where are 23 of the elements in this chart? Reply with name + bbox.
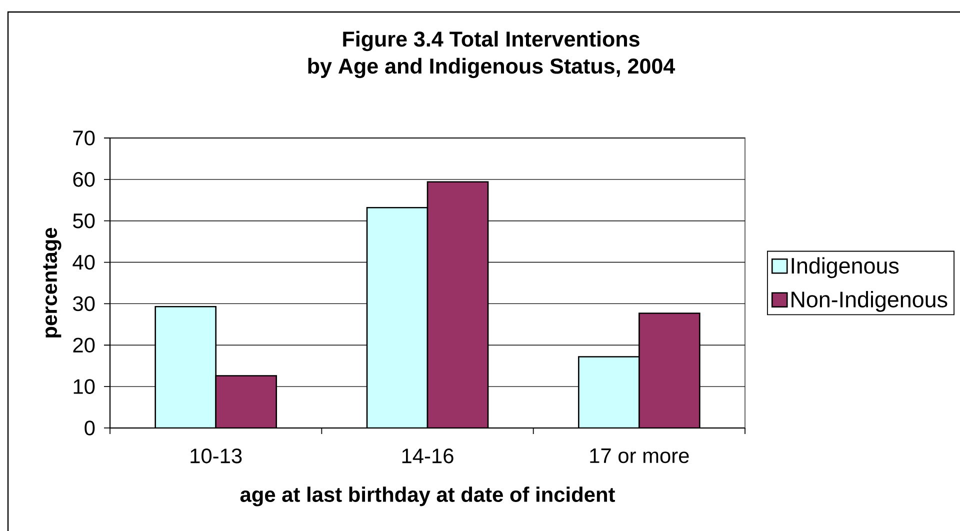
y-tick-label: 0 <box>84 420 95 436</box>
y-tick-label: 40 <box>72 254 95 270</box>
bar <box>638 312 700 428</box>
y-axis-title: percentage <box>43 228 62 338</box>
x-tick-label: 17 or more <box>590 448 689 464</box>
x-tick-label: 10-13 <box>190 448 242 464</box>
y-tick-label: 50 <box>73 213 95 228</box>
y-tick-label: 20 <box>73 338 95 353</box>
legend-label: Non-Indigenous <box>792 290 948 312</box>
bar <box>366 206 428 428</box>
y-tick-label: 70 <box>73 130 95 146</box>
x-axis-title: age at last birthday at date of incident <box>240 486 615 506</box>
chart-title: Figure 3.4 Total Interventions <box>343 30 640 52</box>
legend-label: Indigenous <box>792 257 899 278</box>
y-tick-label: 60 <box>73 172 95 187</box>
bar <box>215 375 277 428</box>
y-tick-label: 10 <box>74 379 95 394</box>
bar <box>578 356 640 428</box>
x-tick-label: 14-16 <box>402 448 454 464</box>
bar <box>154 306 216 428</box>
y-tick-label: 30 <box>73 296 95 312</box>
bar <box>426 181 489 428</box>
chart-subtitle: by Age and Indigenous Status, 2004 <box>308 58 676 78</box>
